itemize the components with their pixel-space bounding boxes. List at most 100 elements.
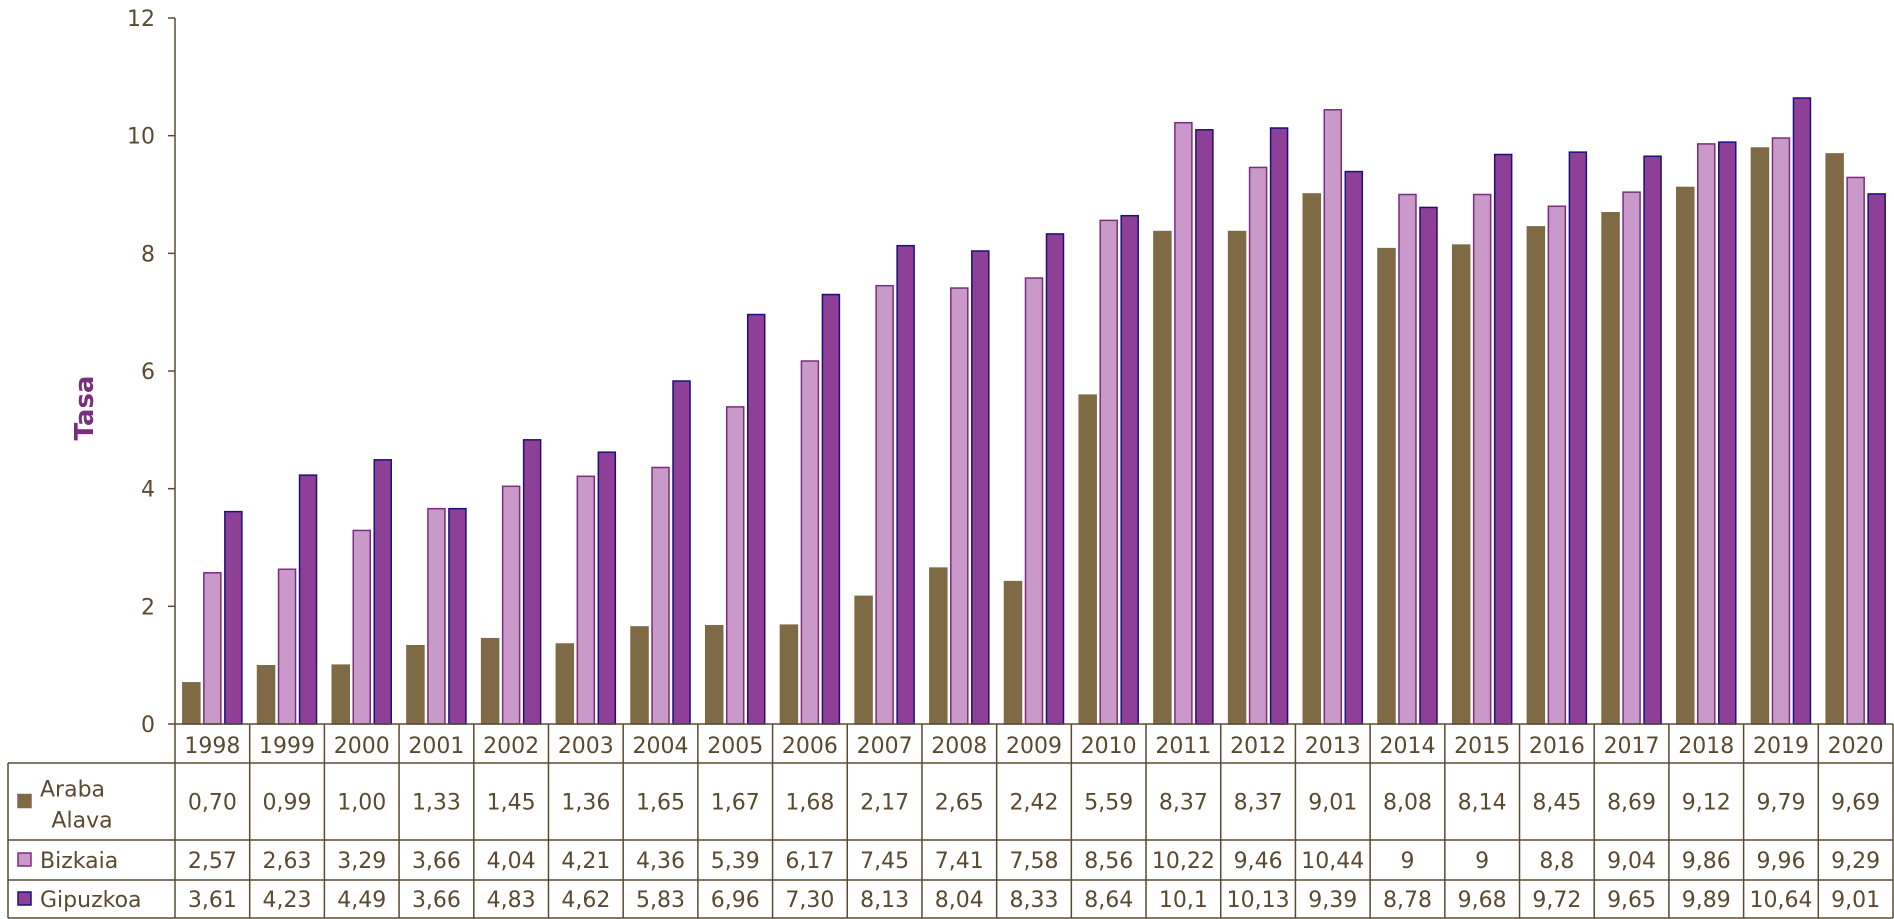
data-label-gipuzkoa: 8,13 [860,888,909,913]
bar-araba-2015 [1453,245,1470,724]
data-label-bizkaia: 2,57 [188,849,237,874]
category-label: 2011 [1155,734,1211,759]
bar-bizkaia-2010 [1100,220,1117,724]
data-label-gipuzkoa: 9,39 [1308,888,1357,913]
category-label: 2006 [782,734,838,759]
bar-bizkaia-2011 [1175,123,1192,724]
data-label-bizkaia: 9,29 [1831,849,1880,874]
data-label-gipuzkoa: 4,62 [561,888,610,913]
data-label-bizkaia: 7,45 [860,849,909,874]
data-label-gipuzkoa: 8,78 [1383,888,1432,913]
bar-araba-2009 [1005,582,1022,724]
category-label: 2001 [408,734,464,759]
bar-gipuzkoa-2008 [972,251,989,724]
data-label-bizkaia: 9 [1475,849,1489,874]
bar-bizkaia-2000 [353,530,370,724]
data-label-bizkaia: 8,8 [1539,849,1574,874]
data-label-gipuzkoa: 9,01 [1831,888,1880,913]
bar-gipuzkoa-2017 [1644,156,1661,724]
bar-araba-1999 [258,666,275,724]
bar-araba-2003 [556,644,573,724]
data-label-araba: 1,45 [487,791,536,816]
category-label: 2003 [558,734,614,759]
bar-bizkaia-2013 [1324,110,1341,724]
data-label-gipuzkoa: 9,65 [1607,888,1656,913]
data-label-araba: 1,67 [711,791,760,816]
category-label: 2017 [1604,734,1660,759]
data-label-araba: 8,37 [1234,791,1283,816]
bar-araba-2004 [631,627,648,724]
data-label-bizkaia: 4,04 [487,849,536,874]
data-label-araba: 1,65 [636,791,685,816]
category-label: 2013 [1305,734,1361,759]
category-label: 2004 [633,734,689,759]
data-label-gipuzkoa: 6,96 [711,888,760,913]
data-label-araba: 9,01 [1308,791,1357,816]
bar-bizkaia-2007 [876,286,893,724]
bar-bizkaia-2005 [727,407,744,724]
data-label-bizkaia: 7,58 [1010,849,1059,874]
y-tick-label: 12 [127,7,155,32]
y-tick-label: 2 [141,595,155,620]
data-label-gipuzkoa: 4,49 [337,888,386,913]
category-label: 2019 [1753,734,1809,759]
bar-bizkaia-2002 [503,486,520,724]
y-axis: 0 2 4 6 8 10 12 [127,7,175,738]
category-label: 2018 [1678,734,1734,759]
data-label-araba: 1,68 [785,791,834,816]
data-label-araba: 1,33 [412,791,461,816]
bar-bizkaia-2015 [1474,195,1491,725]
y-tick-label: 4 [141,478,155,503]
bar-araba-2016 [1527,227,1544,724]
bar-gipuzkoa-2019 [1793,98,1810,724]
data-label-bizkaia: 6,17 [785,849,834,874]
data-label-gipuzkoa: 9,89 [1682,888,1731,913]
bar-bizkaia-2009 [1026,278,1043,724]
bar-bizkaia-1999 [279,569,296,724]
bar-bizkaia-2017 [1623,192,1640,724]
legend-swatch-gipuzkoa [18,892,31,905]
bar-araba-2012 [1229,232,1246,724]
data-table: 1998 1999 2000 2001 2002 2003 2004 2005 2006 2007… [8,724,1893,918]
category-label: 2005 [707,734,763,759]
bar-gipuzkoa-2018 [1719,142,1736,724]
category-label: 2014 [1379,734,1435,759]
bar-gipuzkoa-2004 [673,381,690,724]
bar-araba-2011 [1154,232,1171,724]
bar-gipuzkoa-2003 [598,452,615,724]
bar-araba-2013 [1303,194,1320,724]
data-label-bizkaia: 3,29 [337,849,386,874]
category-label: 2009 [1006,734,1062,759]
bar-gipuzkoa-2007 [897,246,914,724]
legend-swatch-araba [18,795,31,808]
data-label-araba: 2,65 [935,791,984,816]
bar-araba-2001 [407,646,424,724]
bar-gipuzkoa-2009 [1047,234,1064,724]
data-label-bizkaia: 9,46 [1234,849,1283,874]
data-label-bizkaia: 9 [1400,849,1414,874]
data-label-gipuzkoa: 3,61 [188,888,237,913]
bar-bizkaia-2004 [652,467,669,724]
data-label-gipuzkoa: 7,30 [785,888,834,913]
bar-araba-2002 [482,639,499,724]
bar-bizkaia-2012 [1250,167,1267,724]
bar-bizkaia-2020 [1847,177,1864,724]
data-label-araba: 8,45 [1532,791,1581,816]
bar-gipuzkoa-2020 [1868,194,1885,724]
legend-label-bizkaia: Bizkaia [40,849,118,874]
bar-bizkaia-2016 [1548,206,1565,724]
bar-gipuzkoa-2012 [1271,128,1288,724]
bars-layer [183,98,1885,724]
data-label-gipuzkoa: 10,13 [1227,888,1290,913]
legend-label-gipuzkoa: Gipuzkoa [40,888,142,913]
data-label-gipuzkoa: 8,33 [1010,888,1059,913]
bar-araba-2007 [855,596,872,724]
bar-gipuzkoa-2000 [374,460,391,724]
bar-bizkaia-2014 [1399,195,1416,725]
category-label: 1998 [184,734,240,759]
bar-araba-2018 [1677,187,1694,724]
bar-gipuzkoa-2014 [1420,207,1437,724]
data-label-araba: 5,59 [1084,791,1133,816]
bar-gipuzkoa-2011 [1196,130,1213,724]
